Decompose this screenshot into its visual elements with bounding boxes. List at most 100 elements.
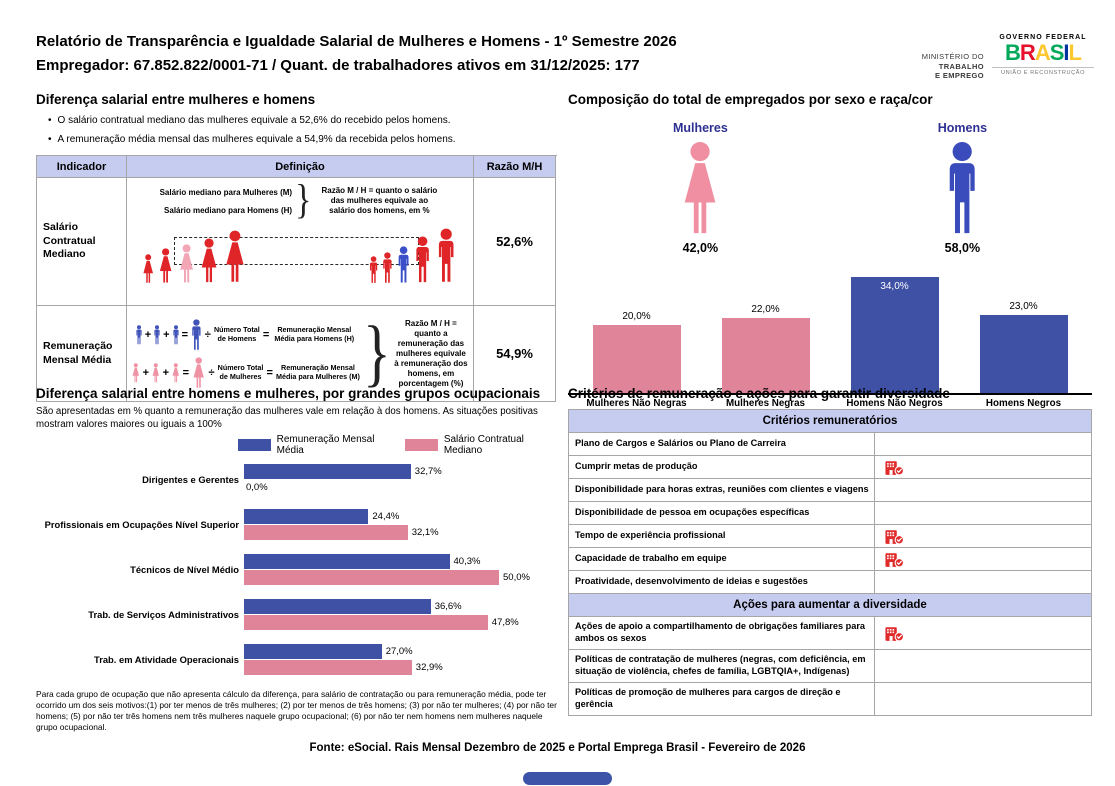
definition-average-cell: + + = ÷ Número Total de Homens = Remuner… — [127, 306, 474, 402]
bar-value-label: 36,6% — [434, 600, 462, 612]
men-total-label: Número Total de Homens — [213, 325, 260, 343]
bar-value-label: 27,0% — [385, 645, 413, 657]
ministry-logo: MINISTÉRIO DO TRABALHO E EMPREGO — [872, 52, 984, 81]
men-pictogram: Homens 58,0% — [938, 121, 987, 255]
man-icon — [943, 141, 981, 237]
median-man-icon — [396, 246, 411, 284]
brace-glyph: } — [362, 310, 391, 395]
bar-value-label: 32,1% — [411, 526, 439, 538]
equals-operator: = — [266, 366, 273, 379]
criteria-check-cell — [875, 433, 1091, 455]
bar-value-label: 50,0% — [503, 571, 530, 583]
occupation-category-label: Trab. em Atividade Operacionais — [93, 654, 239, 666]
bar-mulheres-nao-negras — [592, 325, 681, 393]
criteria-row-capacidade-de-trabalho-em-equipe: Capacidade de trabalho em equipe — [569, 548, 1091, 571]
women-total-label: Número Total de Mulheres — [217, 363, 264, 381]
uniao-reconstrucao-label: UNIÃO E RECONSTRUÇÃO — [992, 67, 1094, 76]
composition-title: Composição do total de empregados por se… — [568, 92, 933, 107]
criteria-check-cell — [875, 548, 1091, 570]
bar-salario-contratual-mediano — [244, 614, 488, 630]
median-woman-icon — [177, 244, 196, 284]
bar-value-label: 0,0% — [246, 481, 268, 493]
occupation-row-profissionais-em-ocupacoes-nivel-superior: Profissionais em Ocupações Nível Superio… — [36, 508, 560, 541]
legend-swatch-remuneracao — [238, 438, 271, 451]
median-men-label: Salário mediano para Homens (H) — [164, 205, 293, 215]
criteria-label: Políticas de contratação de mulheres (ne… — [569, 649, 875, 682]
horizontal-scrollbar-thumb[interactable] — [523, 772, 612, 785]
median-pictogram — [127, 224, 473, 286]
company-check-icon — [885, 625, 904, 642]
man-icon — [135, 324, 143, 345]
bar-group-homens-nao-negros: 34,0% — [830, 277, 959, 393]
occupation-row-dirigentes-e-gerentes: Dirigentes e Gerentes 32,7% 0,0% — [36, 463, 560, 496]
brasil-letter: A — [1034, 40, 1051, 65]
men-pictogram-group — [368, 228, 457, 284]
man-icon — [435, 228, 457, 284]
woman-icon — [171, 362, 181, 383]
occupation-row-trab-em-atividade-operacionais: Trab. em Atividade Operacionais 27,0% 32,9… — [36, 643, 560, 676]
divide-operator: ÷ — [208, 366, 215, 379]
criteria-label: Disponibilidade de pessoa em ocupações e… — [569, 502, 875, 524]
category-label-mulheres-negras: Mulheres Negras — [726, 398, 805, 409]
women-percentage: 42,0% — [682, 241, 719, 255]
page-title-line1: Relatório de Transparência e Igualdade S… — [36, 33, 677, 50]
occupation-section: Diferença salarial entre homens e mulher… — [36, 386, 560, 733]
composition-section: Composição do total de empregados por se… — [568, 92, 1092, 409]
bar-remuneracao-mensal-media — [244, 508, 369, 524]
criteria-section: Critérios de remuneração e ações para ga… — [568, 386, 1092, 716]
equals-operator: = — [262, 328, 270, 341]
woman-icon — [222, 230, 248, 284]
ministry-line1: MINISTÉRIO DO — [921, 52, 984, 61]
criteria-label: Capacidade de trabalho em equipe — [569, 548, 875, 570]
source-footer: Fonte: eSocial. Rais Mensal Dezembro de … — [309, 742, 806, 754]
criteria-row-acoes-de-apoio-a-compartilhamento-de-obr: Ações de apoio a compartilhamento de obr… — [569, 617, 1091, 650]
brasil-letter: B — [1005, 40, 1021, 65]
occupation-category-label: Dirigentes e Gerentes — [142, 474, 239, 486]
bar-remuneracao-mensal-media — [244, 553, 450, 569]
occupation-row-trab-de-servicos-administrativos: Trab. de Serviços Administrativos 36,6% 47… — [36, 598, 560, 631]
occupation-subtitle: São apresentadas em % quanto a remuneraç… — [36, 406, 538, 430]
page-title: Relatório de Transparência e Igualdade S… — [36, 30, 677, 78]
occupation-row-tecnicos-de-nivel-medio: Técnicos de Nível Médio 40,3% 50,0% — [36, 553, 560, 586]
criteria-check-cell — [875, 456, 1091, 478]
criteria-row-cumprir-metas-de-producao: Cumprir metas de produção — [569, 456, 1091, 479]
ratio-remuneracao-media: 54,9% — [474, 306, 556, 402]
criteria-label: Cumprir metas de produção — [569, 456, 875, 478]
woman-icon — [131, 362, 141, 383]
governo-federal-logo: GOVERNO FEDERAL BRASIL UNIÃO E RECONSTRU… — [992, 34, 1094, 76]
company-check-icon — [885, 551, 904, 568]
category-label-mulheres-nao-negras: Mulheres Não Negras — [586, 398, 687, 409]
man-icon — [368, 256, 379, 284]
plus-operator: + — [142, 366, 150, 379]
governo-federal-label: GOVERNO FEDERAL — [999, 34, 1087, 41]
bar-value-label: 20,0% — [622, 311, 651, 322]
criteria-check-cell — [875, 617, 1091, 649]
bar-value-label: 40,3% — [453, 555, 481, 567]
men-average-formula: + + = ÷ Número Total de Homens = Remuner… — [131, 318, 361, 351]
company-check-icon — [885, 528, 904, 545]
bar-homens-nao-negros: 34,0% — [850, 277, 939, 393]
criteria-check-cell — [875, 525, 1091, 547]
brasil-letter: L — [1068, 40, 1082, 65]
criteria-row-plano-de-cargos-e-salarios-ou-plano-de-c: Plano de Cargos e Salários ou Plano de C… — [569, 433, 1091, 456]
category-label-homens-negros: Homens Negros — [985, 398, 1062, 409]
ratio-salario-contratual: 52,6% — [474, 178, 556, 306]
bar-group-homens-negros: 23,0% — [959, 301, 1088, 393]
bar-value-label: 32,9% — [415, 661, 443, 673]
criteria-row-politicas-de-contratacao-de-mulheres-neg: Políticas de contratação de mulheres (ne… — [569, 649, 1091, 683]
company-check-icon — [885, 459, 904, 476]
woman-icon — [157, 248, 174, 284]
category-label-homens-nao-negros: Homens Não Negros — [846, 398, 943, 409]
bar-value-label: 23,0% — [1009, 300, 1038, 312]
woman-icon — [151, 362, 161, 383]
criteria-check-cell — [875, 479, 1091, 501]
criteria-group-header-acoes-para-aumentar-a-diversidade: Ações para aumentar a diversidade — [569, 594, 1091, 617]
women-pictogram: Mulheres 42,0% — [673, 121, 728, 255]
woman-icon — [191, 356, 206, 389]
bar-value-label: 32,7% — [414, 465, 442, 477]
brasil-letter: R — [1019, 40, 1036, 65]
average-ratio-note: Razão M / H = quanto a remuneração das m… — [394, 318, 468, 388]
criteria-row-disponibilidade-para-horas-extras-reunio: Disponibilidade para horas extras, reuni… — [569, 479, 1091, 502]
man-icon — [172, 324, 180, 345]
criteria-check-cell — [875, 683, 1091, 715]
